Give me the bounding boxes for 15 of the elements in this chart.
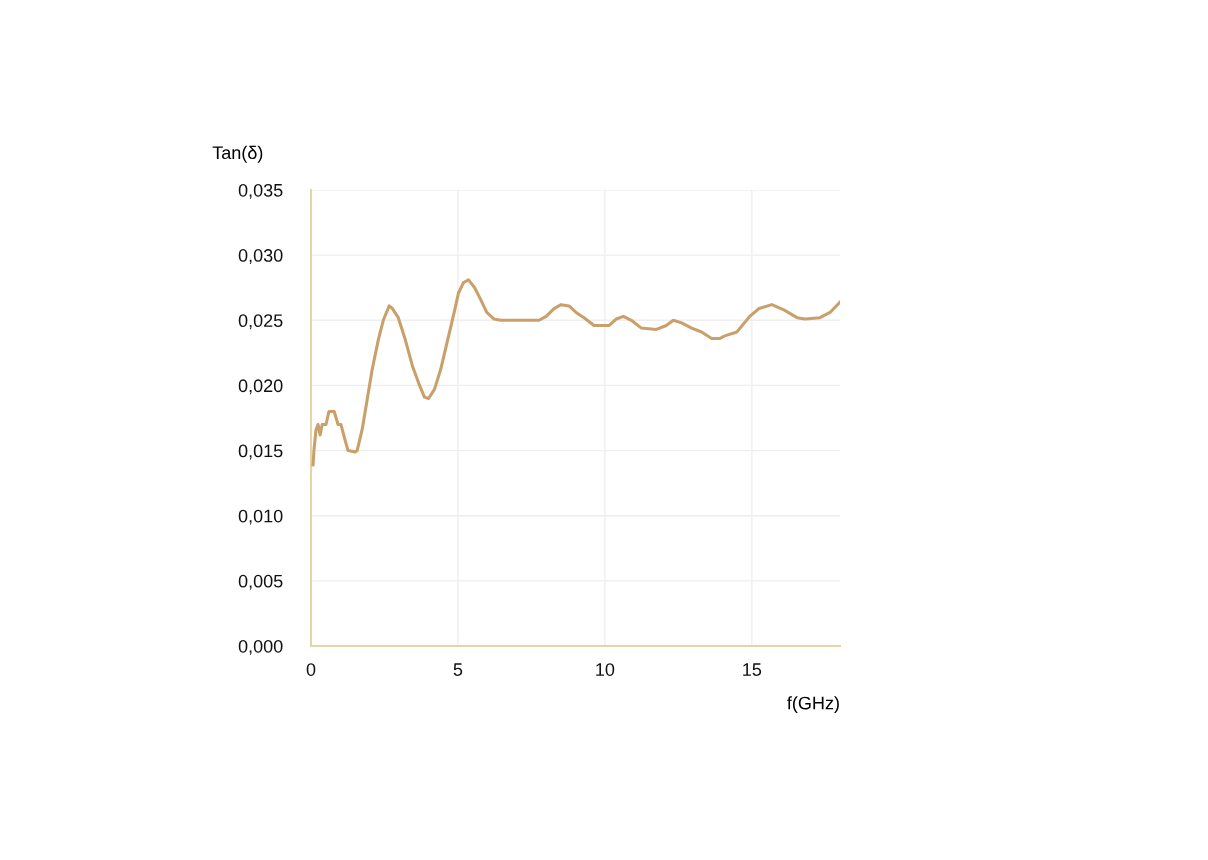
- x-tick-label: 10: [596, 663, 615, 676]
- y-tick-label: 0,020: [238, 379, 283, 395]
- x-tick-label: 15: [743, 663, 762, 676]
- line-series: [311, 278, 840, 467]
- y-tick-label: 0,035: [238, 183, 283, 199]
- x-tick-label: 0: [306, 663, 316, 676]
- x-tick-label: 5: [453, 663, 463, 676]
- x-axis-title: f(GHz): [787, 696, 839, 713]
- y-tick-label: 0,030: [238, 249, 283, 264]
- y-tick-label: 0,010: [238, 509, 283, 525]
- y-tick-label: 0,015: [238, 444, 283, 460]
- y-axis-title: Tan(δ): [212, 145, 263, 163]
- y-tick-label: 0,025: [238, 314, 283, 330]
- y-tick-label: 0,005: [238, 574, 283, 590]
- y-tick-label: 0,000: [238, 639, 283, 655]
